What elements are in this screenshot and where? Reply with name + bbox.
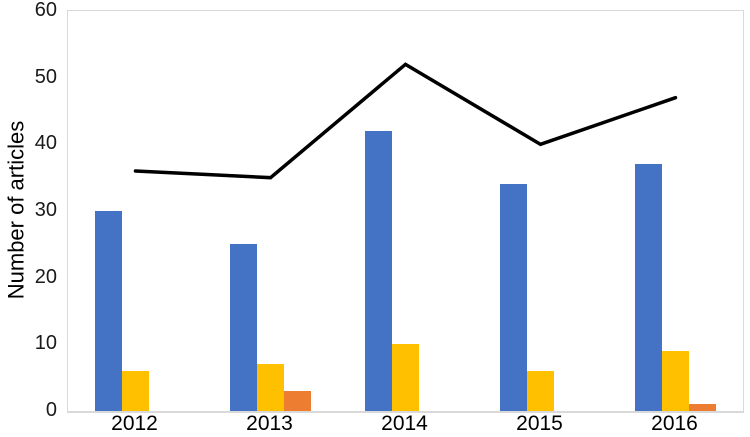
y-tick-label: 50: [34, 65, 57, 88]
trend-line: [133, 62, 678, 180]
bar-orange-bars-2016: [689, 404, 716, 411]
x-tick-label: 2016: [651, 412, 698, 435]
bar-blue-bars-2012: [95, 211, 122, 411]
x-axis-ticks: 2012 2013 2014 2015 2016: [0, 412, 750, 437]
bar-blue-bars-2013: [230, 244, 257, 411]
x-tick-label: 2015: [516, 412, 563, 435]
y-tick-label: 10: [34, 332, 57, 355]
bar-yellow-bars-2012: [122, 371, 149, 411]
y-tick-label: 30: [34, 199, 57, 221]
bar-yellow-bars-2013: [257, 364, 284, 411]
y-tick-label: 0: [45, 399, 57, 421]
bar-blue-bars-2016: [635, 164, 662, 411]
x-tick-label: 2012: [111, 412, 158, 435]
x-tick-label: 2013: [246, 412, 293, 435]
bar-orange-bars-2013: [284, 391, 311, 411]
y-tick-label: 40: [34, 132, 57, 155]
plot-area: [67, 10, 744, 413]
bar-yellow-bars-2014: [392, 344, 419, 411]
bar-yellow-bars-2016: [662, 351, 689, 411]
y-axis-ticks: 0 10 20 30 40 50 60: [0, 0, 57, 437]
bar-yellow-bars-2015: [527, 371, 554, 411]
y-tick-label: 20: [34, 265, 57, 288]
bar-blue-bars-2015: [500, 184, 527, 411]
y-tick-label: 60: [34, 0, 57, 21]
bar-blue-bars-2014: [365, 131, 392, 411]
x-tick-label: 2014: [381, 412, 428, 435]
